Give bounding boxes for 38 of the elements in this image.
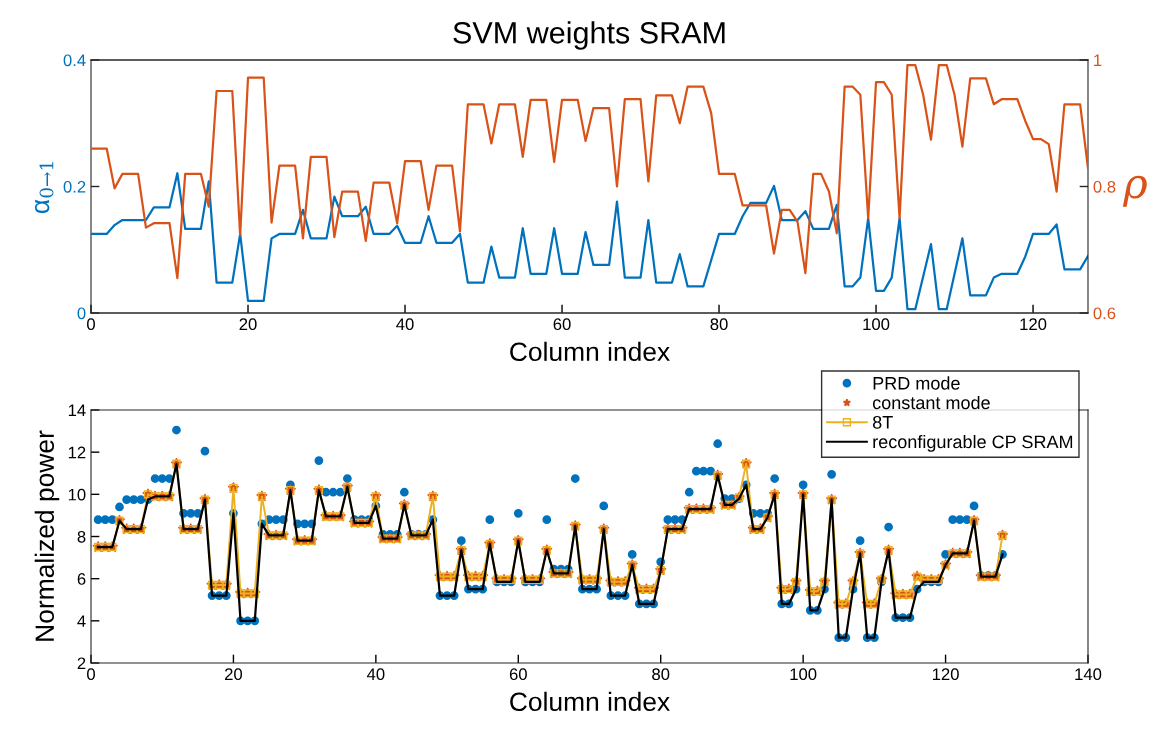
y-tick-label: 0: [77, 307, 86, 320]
x-tick-label: 40: [366, 668, 385, 681]
y-tick-label: 12: [68, 446, 86, 459]
legend-label: PRD mode: [873, 376, 960, 390]
legend-label: reconfigurable CP SRAM: [873, 434, 1073, 452]
x-tick-label: 100: [790, 668, 817, 681]
y-tick-label: 0.4: [63, 54, 86, 67]
x-tick-label: 100: [863, 318, 890, 331]
x-tick-label: 80: [652, 668, 670, 681]
x-tick-label: 60: [509, 668, 527, 681]
x-tick-label: 80: [710, 318, 728, 331]
y-tick-label: 4: [77, 615, 86, 627]
y2-tick-label: 0.8: [1093, 180, 1116, 193]
y-axis-title: α$_{0→1}$: [34, 162, 54, 214]
x-tick-label: 0: [87, 318, 95, 331]
x-tick-label: 20: [225, 668, 243, 681]
x-tick-label: 120: [1020, 318, 1047, 331]
y2-axis-title: ρ: [1122, 175, 1147, 207]
x-tick-label: 60: [553, 318, 571, 331]
x-tick-label: 140: [1075, 668, 1102, 681]
legend-label: constant mode: [872, 395, 990, 410]
y-tick-label: 8: [77, 530, 86, 543]
x-axis-title: Column index: [510, 341, 670, 362]
x-tick-label: 0: [87, 668, 95, 681]
y-tick-label: 6: [77, 573, 86, 585]
y-axis-title: Normalized power: [34, 430, 60, 641]
chart-title: SVM weights SRAM: [453, 21, 725, 50]
y-tick-label: 0.2: [63, 180, 86, 193]
y2-tick-label: 1: [1094, 54, 1102, 67]
x-axis-title: Column index: [510, 691, 670, 712]
legend-label: 8T: [872, 415, 893, 429]
y2-tick-label: 0.6: [1093, 307, 1116, 320]
y-tick-label: 14: [68, 404, 86, 417]
y-tick-label: 10: [68, 488, 86, 501]
x-tick-label: 120: [932, 668, 959, 681]
y-tick-label: 2: [77, 657, 86, 670]
x-tick-label: 20: [239, 318, 257, 331]
x-tick-label: 40: [396, 318, 414, 331]
